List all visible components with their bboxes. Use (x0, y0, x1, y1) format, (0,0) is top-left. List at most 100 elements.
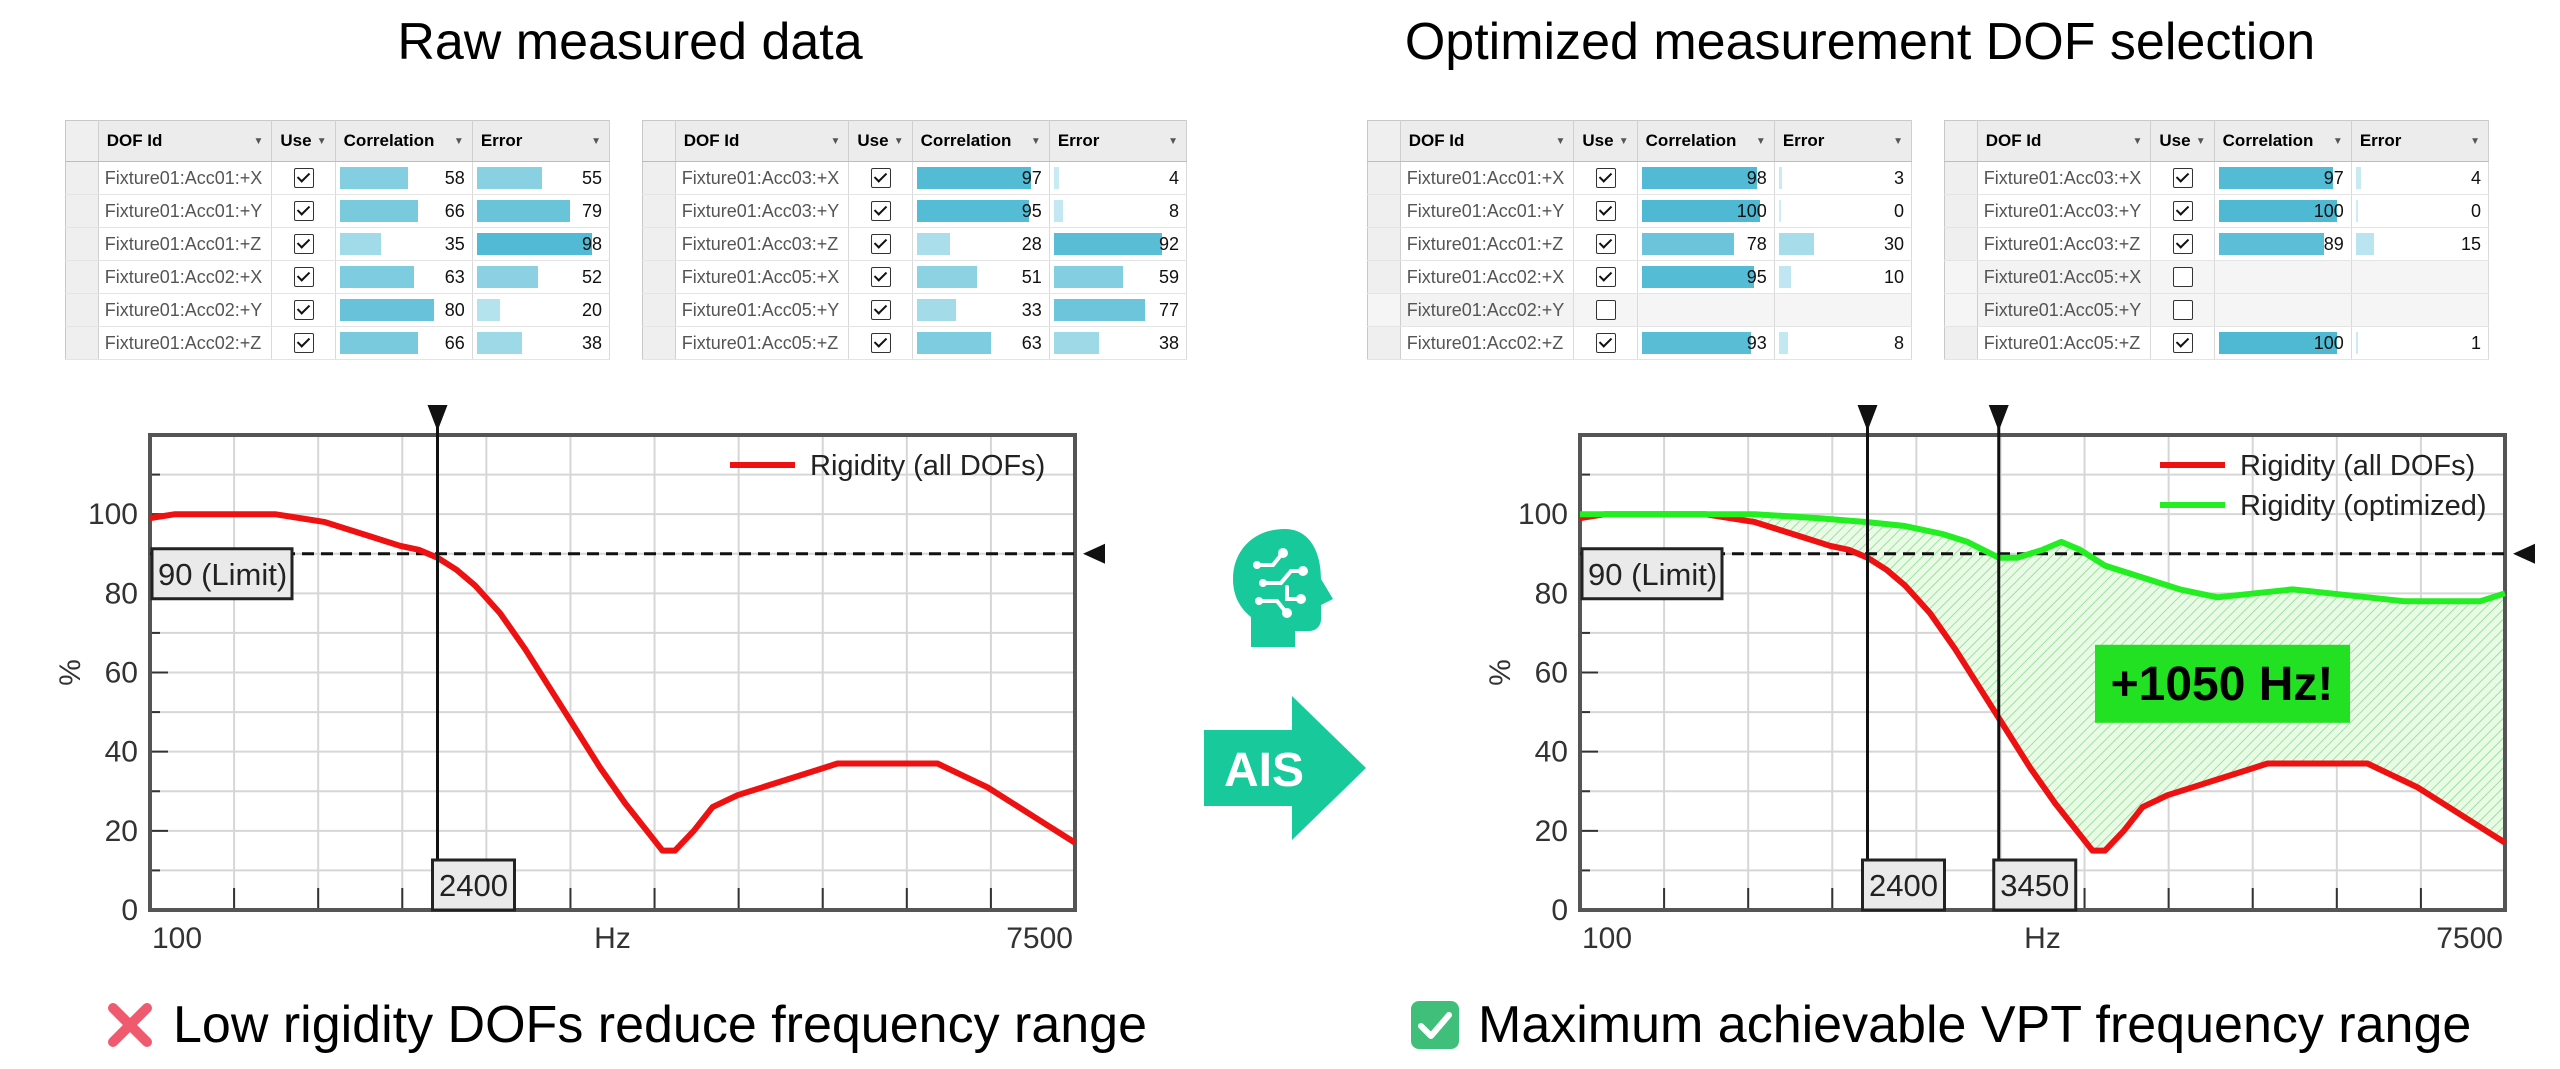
row-header[interactable] (1367, 161, 1401, 195)
filter-dropdown-icon[interactable]: ▼ (1618, 136, 1629, 147)
column-header-dof-id[interactable]: DOF Id ▼ (675, 120, 850, 162)
use-checkbox[interactable] (870, 300, 891, 321)
column-header-use[interactable]: Use ▼ (271, 120, 336, 162)
use-checkbox[interactable] (1595, 234, 1616, 255)
use-checkbox[interactable] (870, 201, 891, 222)
filter-dropdown-icon[interactable]: ▼ (1555, 136, 1566, 147)
use-checkbox[interactable] (293, 234, 314, 255)
column-header-use[interactable]: Use ▼ (1573, 120, 1638, 162)
table-row[interactable]: Fixture01:Acc03:+Z 28 92 (642, 227, 1188, 261)
filter-dropdown-icon[interactable]: ▼ (591, 136, 601, 147)
table-row[interactable]: Fixture01:Acc05:+X 51 59 (642, 260, 1188, 294)
use-checkbox[interactable] (870, 168, 891, 189)
row-header[interactable] (1367, 227, 1401, 261)
row-header[interactable] (1367, 293, 1401, 327)
table-row[interactable]: Fixture01:Acc05:+Y 33 77 (642, 293, 1188, 327)
use-checkbox[interactable] (293, 267, 314, 288)
table-row[interactable]: Fixture01:Acc03:+X 97 4 (642, 161, 1188, 195)
use-checkbox[interactable] (2172, 168, 2193, 189)
row-header[interactable] (65, 194, 99, 228)
table-row[interactable]: Fixture01:Acc03:+Y 95 8 (642, 194, 1188, 228)
use-checkbox[interactable] (2172, 267, 2193, 288)
use-checkbox[interactable] (2172, 300, 2193, 321)
table-row[interactable]: Fixture01:Acc02:+Y (1367, 293, 1913, 327)
row-header[interactable] (1944, 161, 1978, 195)
row-header[interactable] (642, 227, 676, 261)
column-header-dof-id[interactable]: DOF Id ▼ (1977, 120, 2152, 162)
column-header-error[interactable]: Error ▼ (1049, 120, 1188, 162)
filter-dropdown-icon[interactable]: ▼ (893, 136, 904, 147)
filter-dropdown-icon[interactable]: ▼ (316, 136, 327, 147)
row-header[interactable] (1944, 227, 1978, 261)
use-checkbox[interactable] (2172, 201, 2193, 222)
use-checkbox[interactable] (1595, 201, 1616, 222)
table-row[interactable]: Fixture01:Acc05:+X (1944, 260, 2490, 294)
row-header[interactable] (65, 227, 99, 261)
use-checkbox[interactable] (870, 267, 891, 288)
filter-dropdown-icon[interactable]: ▼ (453, 136, 464, 147)
right-dof-table-2[interactable]: DOF Id ▼ Use ▼ Correlation ▼ Error ▼ Fixture01:A… (1944, 120, 2490, 360)
row-header[interactable] (65, 326, 99, 360)
filter-dropdown-icon[interactable]: ▼ (253, 136, 264, 147)
table-row[interactable]: Fixture01:Acc01:+X 58 55 (65, 161, 611, 195)
use-checkbox[interactable] (293, 333, 314, 354)
filter-dropdown-icon[interactable]: ▼ (2332, 136, 2343, 147)
table-row[interactable]: Fixture01:Acc01:+X 98 3 (1367, 161, 1913, 195)
row-header[interactable] (642, 194, 676, 228)
table-row[interactable]: Fixture01:Acc03:+Z 89 15 (1944, 227, 2490, 261)
row-header[interactable] (1944, 260, 1978, 294)
use-checkbox[interactable] (1595, 300, 1616, 321)
row-header[interactable] (642, 161, 676, 195)
column-header-correlation[interactable]: Correlation ▼ (2214, 120, 2352, 162)
row-header[interactable] (642, 293, 676, 327)
row-header[interactable] (1944, 326, 1978, 360)
use-checkbox[interactable] (870, 333, 891, 354)
row-header[interactable] (65, 293, 99, 327)
filter-dropdown-icon[interactable]: ▼ (830, 136, 841, 147)
use-checkbox[interactable] (293, 300, 314, 321)
table-row[interactable]: Fixture01:Acc03:+Y 100 0 (1944, 194, 2490, 228)
table-row[interactable]: Fixture01:Acc02:+Y 80 20 (65, 293, 611, 327)
table-row[interactable]: Fixture01:Acc02:+X 63 52 (65, 260, 611, 294)
right-dof-table-1[interactable]: DOF Id ▼ Use ▼ Correlation ▼ Error ▼ Fixture01:A… (1367, 120, 1913, 360)
left-dof-table-2[interactable]: DOF Id ▼ Use ▼ Correlation ▼ Error ▼ Fixture01:A… (642, 120, 1188, 360)
table-row[interactable]: Fixture01:Acc05:+Z 100 1 (1944, 326, 2490, 360)
table-row[interactable]: Fixture01:Acc05:+Y (1944, 293, 2490, 327)
column-header-correlation[interactable]: Correlation ▼ (335, 120, 473, 162)
column-header-dof-id[interactable]: DOF Id ▼ (98, 120, 273, 162)
row-header[interactable] (1367, 326, 1401, 360)
column-header-error[interactable]: Error ▼ (2351, 120, 2490, 162)
table-row[interactable]: Fixture01:Acc02:+X 95 10 (1367, 260, 1913, 294)
left-dof-table-1[interactable]: DOF Id ▼ Use ▼ Correlation ▼ Error ▼ Fixture01:A… (65, 120, 611, 360)
table-row[interactable]: Fixture01:Acc05:+Z 63 38 (642, 326, 1188, 360)
row-header[interactable] (1367, 260, 1401, 294)
filter-dropdown-icon[interactable]: ▼ (2132, 136, 2143, 147)
row-header[interactable] (1367, 194, 1401, 228)
row-header[interactable] (65, 260, 99, 294)
filter-dropdown-icon[interactable]: ▼ (1755, 136, 1766, 147)
use-checkbox[interactable] (2172, 333, 2193, 354)
use-checkbox[interactable] (293, 168, 314, 189)
filter-dropdown-icon[interactable]: ▼ (1168, 136, 1178, 147)
table-row[interactable]: Fixture01:Acc01:+Z 35 98 (65, 227, 611, 261)
column-header-error[interactable]: Error ▼ (472, 120, 611, 162)
filter-dropdown-icon[interactable]: ▼ (2470, 136, 2480, 147)
table-row[interactable]: Fixture01:Acc01:+Y 100 0 (1367, 194, 1913, 228)
table-row[interactable]: Fixture01:Acc01:+Z 78 30 (1367, 227, 1913, 261)
column-header-correlation[interactable]: Correlation ▼ (912, 120, 1050, 162)
use-checkbox[interactable] (1595, 267, 1616, 288)
use-checkbox[interactable] (1595, 168, 1616, 189)
row-header[interactable] (642, 260, 676, 294)
table-row[interactable]: Fixture01:Acc03:+X 97 4 (1944, 161, 2490, 195)
row-header[interactable] (1944, 194, 1978, 228)
column-header-correlation[interactable]: Correlation ▼ (1637, 120, 1775, 162)
filter-dropdown-icon[interactable]: ▼ (2195, 136, 2206, 147)
use-checkbox[interactable] (870, 234, 891, 255)
use-checkbox[interactable] (293, 201, 314, 222)
filter-dropdown-icon[interactable]: ▼ (1030, 136, 1041, 147)
row-header[interactable] (1944, 293, 1978, 327)
table-row[interactable]: Fixture01:Acc01:+Y 66 79 (65, 194, 611, 228)
filter-dropdown-icon[interactable]: ▼ (1893, 136, 1903, 147)
table-row[interactable]: Fixture01:Acc02:+Z 66 38 (65, 326, 611, 360)
row-header[interactable] (642, 326, 676, 360)
